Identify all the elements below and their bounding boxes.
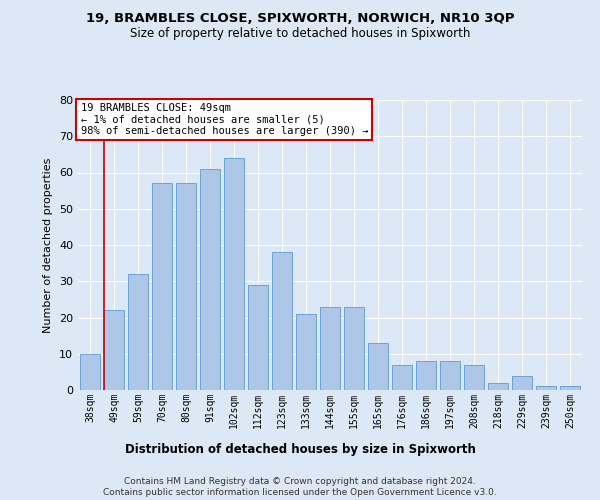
Bar [488,383,508,390]
Bar [224,158,244,390]
Bar [176,184,196,390]
Bar [416,361,436,390]
Text: Contains HM Land Registry data © Crown copyright and database right 2024.
Contai: Contains HM Land Registry data © Crown c… [103,478,497,497]
Text: 19, BRAMBLES CLOSE, SPIXWORTH, NORWICH, NR10 3QP: 19, BRAMBLES CLOSE, SPIXWORTH, NORWICH, … [86,12,514,26]
Text: Distribution of detached houses by size in Spixworth: Distribution of detached houses by size … [125,442,475,456]
Bar [392,364,412,390]
Y-axis label: Number of detached properties: Number of detached properties [43,158,53,332]
Bar [104,310,124,390]
Bar [368,343,388,390]
Bar [440,361,460,390]
Bar [80,354,100,390]
Text: Size of property relative to detached houses in Spixworth: Size of property relative to detached ho… [130,28,470,40]
Bar [296,314,316,390]
Bar [320,306,340,390]
Bar [344,306,364,390]
Bar [560,386,580,390]
Bar [152,184,172,390]
Bar [464,364,484,390]
Bar [272,252,292,390]
Bar [128,274,148,390]
Bar [248,285,268,390]
Text: 19 BRAMBLES CLOSE: 49sqm
← 1% of detached houses are smaller (5)
98% of semi-det: 19 BRAMBLES CLOSE: 49sqm ← 1% of detache… [80,103,368,136]
Bar [536,386,556,390]
Bar [512,376,532,390]
Bar [200,169,220,390]
